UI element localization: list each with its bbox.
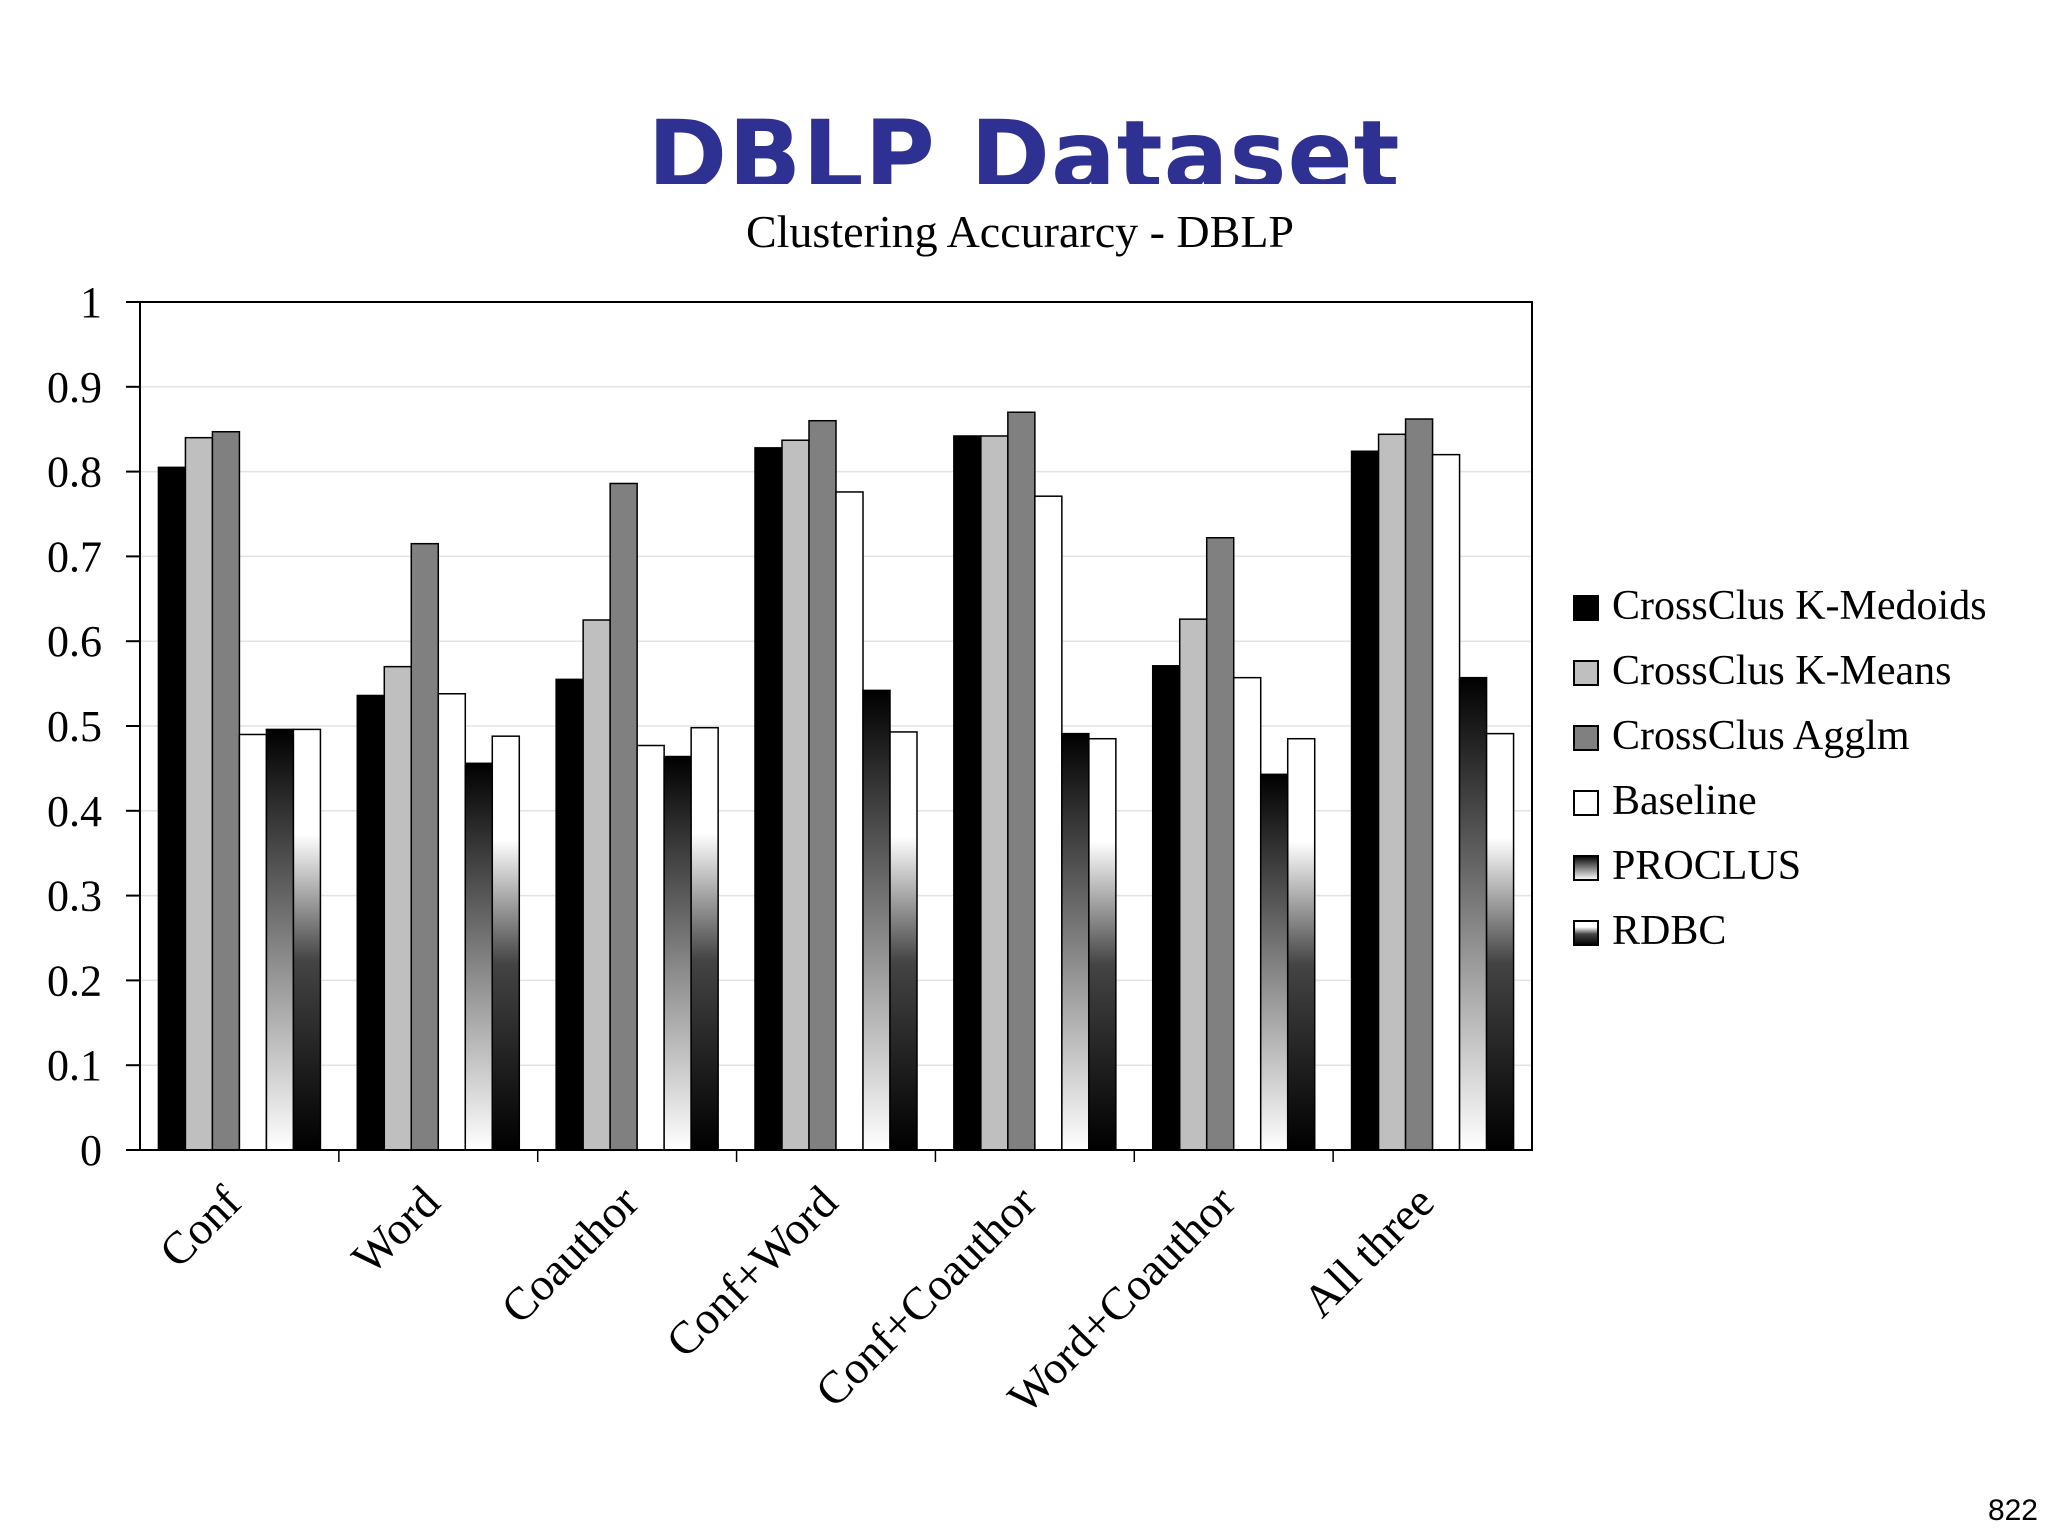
legend-swatch — [1573, 790, 1599, 816]
bar-crossclus-agglm-4 — [1007, 411, 1036, 1151]
legend-label: PROCLUS — [1612, 843, 1801, 889]
bar-crossclus-k-medoids-1 — [356, 694, 386, 1151]
bar-rdbc-4 — [1088, 737, 1117, 1151]
x-category-label: Word — [342, 1176, 450, 1284]
page-number: 822 — [1987, 1494, 2038, 1527]
chart-title: Clustering Accurarcy - DBLP — [746, 206, 1294, 257]
bar-baseline-5 — [1232, 676, 1262, 1151]
bar-crossclus-k-means-3 — [781, 439, 810, 1151]
bar-crossclus-k-medoids-3 — [754, 447, 783, 1151]
slide-title: DBLP Dataset — [647, 108, 1401, 184]
legend-swatch — [1573, 595, 1599, 621]
bar-crossclus-k-means-4 — [980, 435, 1009, 1151]
bar-proclus-0 — [265, 728, 295, 1151]
y-tick-label: 0.5 — [47, 702, 102, 751]
legend-swatch — [1573, 725, 1599, 751]
y-tick-label: 0.6 — [47, 617, 102, 666]
y-tick-label: 0.9 — [47, 363, 102, 412]
bar-crossclus-k-medoids-2 — [555, 678, 584, 1151]
x-category-label: Conf — [149, 1176, 251, 1278]
x-category-label: All three — [1293, 1176, 1444, 1327]
y-tick-label: 0 — [80, 1126, 102, 1175]
bar-crossclus-k-means-5 — [1178, 618, 1208, 1151]
bar-crossclus-agglm-3 — [808, 419, 837, 1151]
legend-label: CrossClus K-Means — [1612, 648, 1952, 694]
bar-baseline-2 — [636, 744, 665, 1151]
legend-swatch — [1573, 920, 1599, 946]
bar-crossclus-k-means-6 — [1377, 433, 1407, 1151]
bar-crossclus-agglm-6 — [1404, 418, 1434, 1151]
y-tick-label: 0.7 — [47, 532, 102, 581]
bar-proclus-5 — [1259, 773, 1289, 1151]
bar-baseline-6 — [1431, 453, 1461, 1151]
bar-proclus-1 — [464, 762, 494, 1151]
bar-proclus-6 — [1458, 676, 1488, 1151]
bar-rdbc-5 — [1286, 737, 1316, 1151]
legend-label: RDBC — [1612, 908, 1726, 954]
bar-baseline-0 — [238, 733, 268, 1151]
y-tick-label: 0.4 — [47, 787, 102, 836]
y-tick-label: 0.3 — [47, 872, 102, 921]
bar-crossclus-k-medoids-4 — [953, 435, 982, 1151]
bar-baseline-3 — [835, 491, 864, 1151]
y-tick-label: 0.2 — [47, 956, 102, 1005]
bar-proclus-3 — [862, 689, 891, 1151]
legend-swatch — [1573, 855, 1599, 881]
x-category-label: Conf+Word — [656, 1176, 847, 1367]
y-tick-label: 0.8 — [47, 448, 102, 497]
bar-crossclus-k-means-1 — [383, 665, 413, 1151]
bar-baseline-4 — [1034, 495, 1063, 1151]
bar-crossclus-agglm-0 — [211, 430, 241, 1151]
bar-crossclus-k-means-0 — [184, 436, 214, 1151]
legend-label: Baseline — [1612, 778, 1757, 824]
bar-rdbc-0 — [292, 728, 322, 1151]
bar-proclus-4 — [1061, 732, 1090, 1151]
bar-rdbc-3 — [889, 731, 918, 1151]
bar-crossclus-agglm-5 — [1205, 536, 1235, 1151]
bar-crossclus-k-medoids-5 — [1151, 665, 1181, 1151]
bar-proclus-2 — [663, 755, 692, 1151]
bar-crossclus-agglm-2 — [609, 482, 638, 1151]
x-category-label: Coauthor — [491, 1176, 648, 1333]
plot-frame — [139, 301, 1533, 1151]
bar-crossclus-k-medoids-6 — [1350, 450, 1380, 1151]
bar-rdbc-6 — [1485, 732, 1515, 1151]
legend-label: CrossClus K-Medoids — [1612, 583, 1987, 629]
y-tick-label: 0.1 — [47, 1041, 102, 1090]
legend-swatch — [1573, 660, 1599, 686]
bar-crossclus-agglm-1 — [410, 542, 440, 1151]
bar-rdbc-1 — [491, 735, 521, 1151]
bar-rdbc-2 — [690, 726, 719, 1151]
y-tick-label: 1 — [80, 278, 102, 327]
legend-label: CrossClus Agglm — [1612, 713, 1910, 759]
bar-crossclus-k-means-2 — [582, 619, 611, 1151]
bar-crossclus-k-medoids-0 — [157, 466, 187, 1151]
bar-baseline-1 — [437, 693, 467, 1151]
